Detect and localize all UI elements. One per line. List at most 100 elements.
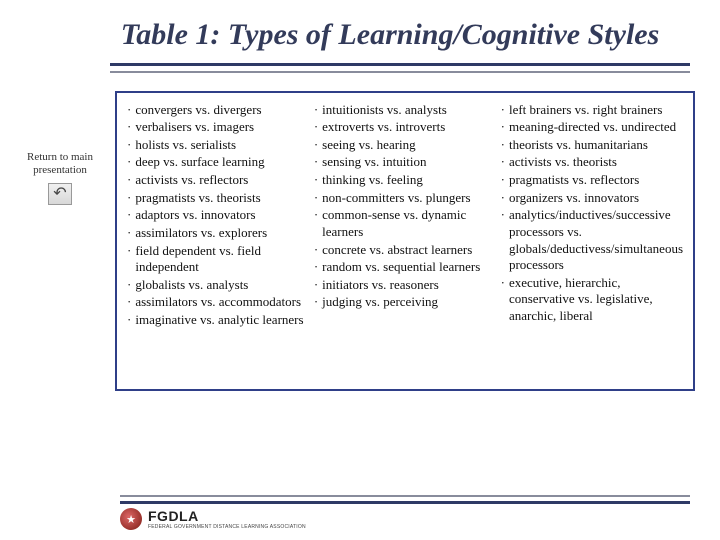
list-item-text: theorists vs. humanitarians [509, 137, 683, 154]
list-item-text: concrete vs. abstract learners [322, 242, 492, 259]
list-item: ·theorists vs. humanitarians [501, 137, 683, 154]
list-item: ·activists vs. theorists [501, 154, 683, 171]
bullet-icon: · [127, 225, 131, 242]
list-item-text: non-committers vs. plungers [322, 190, 492, 207]
logo-badge-icon [120, 508, 142, 530]
list-item: ·adaptors vs. innovators [127, 207, 306, 224]
bullet-icon: · [314, 172, 318, 189]
list-item: ·left brainers vs. right brainers [501, 102, 683, 119]
footer: FGDLA FEDERAL GOVERNMENT DISTANCE LEARNI… [0, 489, 720, 540]
list-item-text: assimilators vs. explorers [135, 225, 305, 242]
bullet-icon: · [314, 190, 318, 207]
list-item: ·extroverts vs. introverts [314, 119, 493, 136]
bullet-icon: · [314, 154, 318, 171]
list-item: ·pragmatists vs. theorists [127, 190, 306, 207]
return-line2: presentation [5, 164, 115, 177]
bullet-icon: · [127, 154, 131, 171]
bullet-icon: · [127, 312, 131, 329]
list-item: ·imaginative vs. analytic learners [127, 312, 306, 329]
list-item-text: seeing vs. hearing [322, 137, 492, 154]
list-item-text: analytics/inductives/successive processo… [509, 207, 683, 274]
list-item-text: field dependent vs. field independent [135, 243, 305, 276]
styles-table: ·convergers vs. divergers·verbalisers vs… [115, 91, 695, 391]
list-item: ·random vs. sequential learners [314, 259, 493, 276]
list-item: ·sensing vs. intuition [314, 154, 493, 171]
bullet-icon: · [314, 277, 318, 294]
list-item: ·initiators vs. reasoners [314, 277, 493, 294]
list-item-text: meaning-directed vs. undirected [509, 119, 683, 136]
list-item-text: common-sense vs. dynamic learners [322, 207, 492, 240]
list-item: ·convergers vs. divergers [127, 102, 306, 119]
bullet-icon: · [314, 207, 318, 224]
list-item-text: organizers vs. innovators [509, 190, 683, 207]
list-item: ·assimilators vs. explorers [127, 225, 306, 242]
list-item: ·field dependent vs. field independent [127, 243, 306, 276]
return-icon[interactable]: ↶ [48, 183, 72, 205]
list-item: ·verbalisers vs. imagers [127, 119, 306, 136]
list-item-text: sensing vs. intuition [322, 154, 492, 171]
list-item: ·assimilators vs. accommodators [127, 294, 306, 311]
list-item-text: activists vs. theorists [509, 154, 683, 171]
list-item: ·activists vs. reflectors [127, 172, 306, 189]
list-item-text: initiators vs. reasoners [322, 277, 492, 294]
bullet-icon: · [314, 137, 318, 154]
list-item: ·seeing vs. hearing [314, 137, 493, 154]
list-item: ·thinking vs. feeling [314, 172, 493, 189]
list-item-text: pragmatists vs. theorists [135, 190, 305, 207]
return-link[interactable]: Return to main presentation [5, 151, 115, 177]
main-area: Return to main presentation ↶ ·converger… [0, 91, 720, 391]
bullet-icon: · [127, 277, 131, 294]
list-item-text: executive, hierarchic, conservative vs. … [509, 275, 683, 325]
bullet-icon: · [501, 137, 505, 154]
table-column: ·intuitionists vs. analysts·extroverts v… [310, 98, 497, 384]
return-line1: Return to main [5, 151, 115, 164]
bullet-icon: · [127, 294, 131, 311]
list-item-text: left brainers vs. right brainers [509, 102, 683, 119]
table-column: ·convergers vs. divergers·verbalisers vs… [123, 98, 310, 384]
bullet-icon: · [501, 119, 505, 136]
bullet-icon: · [501, 154, 505, 171]
list-item-text: random vs. sequential learners [322, 259, 492, 276]
bullet-icon: · [314, 119, 318, 136]
list-item: ·common-sense vs. dynamic learners [314, 207, 493, 240]
list-item-text: convergers vs. divergers [135, 102, 305, 119]
footer-logo: FGDLA FEDERAL GOVERNMENT DISTANCE LEARNI… [120, 508, 690, 530]
bullet-icon: · [314, 294, 318, 311]
table-column: ·left brainers vs. right brainers·meanin… [497, 98, 687, 384]
list-item: ·analytics/inductives/successive process… [501, 207, 683, 274]
side-panel: Return to main presentation ↶ [5, 91, 115, 391]
bullet-icon: · [127, 190, 131, 207]
list-item: ·judging vs. perceiving [314, 294, 493, 311]
list-item-text: judging vs. perceiving [322, 294, 492, 311]
bullet-icon: · [127, 207, 131, 224]
logo-subtext: FEDERAL GOVERNMENT DISTANCE LEARNING ASS… [148, 524, 306, 530]
list-item: ·deep vs. surface learning [127, 154, 306, 171]
list-item: ·concrete vs. abstract learners [314, 242, 493, 259]
list-item: ·non-committers vs. plungers [314, 190, 493, 207]
list-item-text: extroverts vs. introverts [322, 119, 492, 136]
list-item: ·pragmatists vs. reflectors [501, 172, 683, 189]
list-item-text: holists vs. serialists [135, 137, 305, 154]
list-item: ·organizers vs. innovators [501, 190, 683, 207]
bullet-icon: · [501, 172, 505, 189]
list-item-text: thinking vs. feeling [322, 172, 492, 189]
list-item-text: activists vs. reflectors [135, 172, 305, 189]
list-item: ·executive, hierarchic, conservative vs.… [501, 275, 683, 325]
bullet-icon: · [127, 137, 131, 154]
bullet-icon: · [127, 243, 131, 260]
list-item-text: deep vs. surface learning [135, 154, 305, 171]
page-title: Table 1: Types of Learning/Cognitive Sty… [0, 0, 720, 63]
title-rules [110, 63, 690, 73]
list-item-text: globalists vs. analysts [135, 277, 305, 294]
bullet-icon: · [501, 190, 505, 207]
list-item: ·holists vs. serialists [127, 137, 306, 154]
list-item-text: intuitionists vs. analysts [322, 102, 492, 119]
bullet-icon: · [314, 259, 318, 276]
bullet-icon: · [314, 102, 318, 119]
bullet-icon: · [127, 102, 131, 119]
list-item: ·meaning-directed vs. undirected [501, 119, 683, 136]
bullet-icon: · [314, 242, 318, 259]
logo-text: FGDLA [148, 508, 306, 524]
bullet-icon: · [501, 102, 505, 119]
list-item-text: pragmatists vs. reflectors [509, 172, 683, 189]
